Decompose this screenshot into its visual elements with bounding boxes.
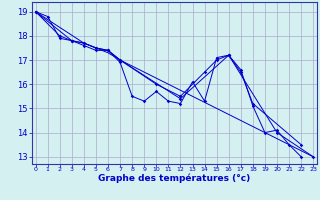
X-axis label: Graphe des températures (°c): Graphe des températures (°c) bbox=[98, 173, 251, 183]
